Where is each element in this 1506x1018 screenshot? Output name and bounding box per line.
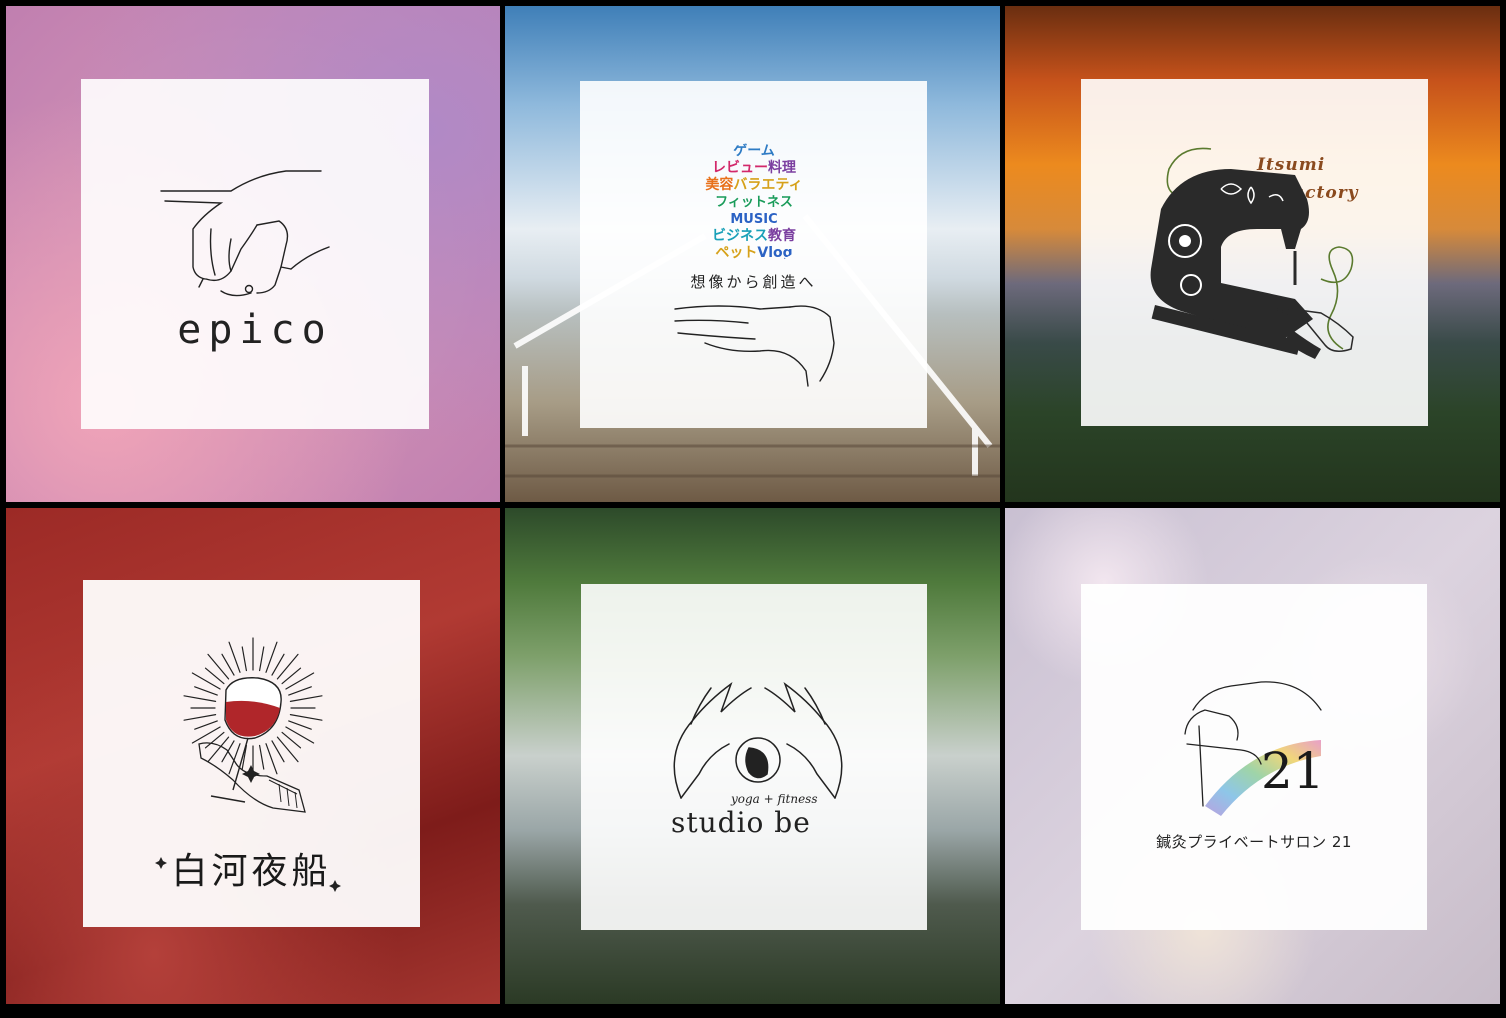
word-review: レビュー (712, 160, 768, 176)
tile-itsumi-factory: Itsumi Factory (1005, 6, 1500, 502)
logo-card: ゲーム レビュー料理 美容バラエティ フィットネス MUSIC ビジネス教育 ペッ… (580, 81, 927, 428)
word-beauty: 美容 (705, 177, 734, 193)
word-music: MUSIC (730, 212, 778, 227)
brand-name: 白河夜船 (171, 851, 332, 892)
word-game: ゲーム (733, 143, 775, 159)
logo-card: 白河夜船 (83, 580, 420, 927)
number-21: 21 (1261, 742, 1325, 800)
brand-line1: Itsumi (1257, 155, 1326, 175)
tile-creator-ball: ゲーム レビュー料理 美容バラエティ フィットネス MUSIC ビジネス教育 ペッ… (505, 6, 1000, 502)
tile-epico: epico (6, 6, 500, 502)
subtitle: yoga + fitness (731, 792, 818, 806)
tile-shirakawa-yobune: 白河夜船 (6, 508, 500, 1004)
open-hand-icon (674, 305, 835, 387)
pinching-hand-icon (160, 170, 330, 297)
word-business: ビジネス (712, 228, 768, 244)
logo-card: Itsumi Factory (1081, 79, 1428, 426)
tile-acupuncture-salon: 21 鍼灸プライベートサロン 21 (1005, 508, 1500, 1004)
sewing-machine-icon (1150, 147, 1354, 359)
logo-card: epico (81, 79, 429, 429)
brand-name: 鍼灸プライベートサロン 21 (1156, 833, 1352, 851)
word-vlog: Vlog (757, 245, 793, 261)
brand-name: studio be (671, 806, 811, 839)
word-pet: ペット (715, 245, 758, 261)
word-fitness: フィットネス (715, 195, 793, 210)
cupping-hands-icon (673, 681, 843, 799)
brand-name: epico (177, 307, 333, 353)
needle-hand-rainbow-icon (1184, 681, 1322, 816)
tagline: 想像から創造へ (690, 273, 817, 291)
logo-card: 21 鍼灸プライベートサロン 21 (1081, 584, 1427, 930)
logo-card: yoga + fitness studio be (581, 584, 927, 930)
word-variety: バラエティ (733, 177, 803, 193)
word-education: 教育 (768, 228, 796, 244)
wine-glass-icon (155, 637, 341, 892)
word-cooking: 料理 (768, 160, 796, 176)
word-ball: ゲーム レビュー料理 美容バラエティ フィットネス MUSIC ビジネス教育 ペッ… (692, 143, 816, 267)
tile-studio-be: yoga + fitness studio be (505, 508, 1000, 1004)
